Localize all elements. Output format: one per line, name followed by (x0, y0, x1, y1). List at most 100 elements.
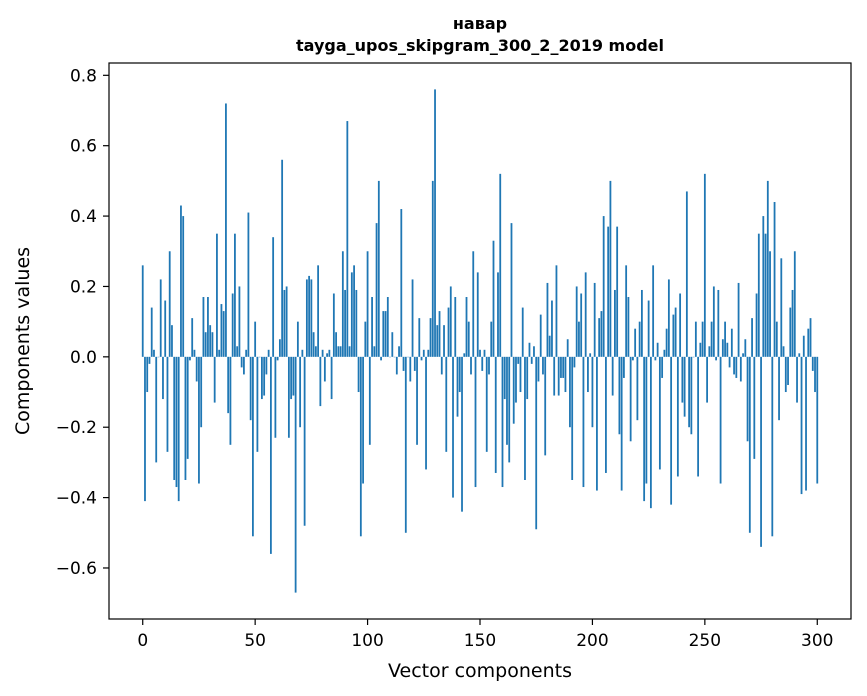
bar-92 (348, 346, 351, 357)
bar-155 (490, 321, 493, 357)
bar-191 (571, 356, 574, 480)
bar-203 (598, 318, 601, 357)
bar-189 (566, 339, 569, 357)
bar-86 (335, 332, 337, 357)
bar-247 (697, 356, 700, 477)
bar-212 (618, 356, 621, 435)
bar-176 (537, 356, 540, 382)
bar-205 (602, 216, 605, 357)
bar-167 (517, 356, 520, 364)
bar-131 (436, 325, 439, 357)
bar-271 (751, 318, 753, 357)
bar-12 (168, 251, 171, 357)
bar-90 (344, 289, 346, 357)
x-tick-label: 100 (351, 631, 383, 651)
bar-221 (638, 321, 641, 357)
bar-160 (501, 356, 504, 488)
bar-275 (760, 356, 762, 547)
y-tick-label: 0.2 (70, 277, 97, 297)
bar-140 (456, 356, 459, 417)
bar-18 (182, 216, 185, 357)
bar-76 (312, 332, 315, 357)
bar-30 (209, 325, 212, 357)
bar-71 (301, 349, 304, 357)
bar-270 (748, 356, 751, 533)
bar-65 (287, 356, 290, 438)
bar-61 (278, 339, 281, 357)
bar-5 (153, 349, 155, 357)
bar-200 (591, 356, 594, 428)
bar-116 (402, 356, 405, 371)
bar-268 (744, 339, 747, 357)
bar-57 (269, 356, 272, 554)
bar-41 (234, 233, 236, 357)
bar-253 (710, 321, 713, 357)
y-axis-ticks: −0.6 −0.4 −0.2 0.0 0.2 0.4 0.6 0.8 (56, 66, 109, 579)
y-tick-label: 0.6 (70, 137, 97, 157)
bar-199 (589, 353, 592, 357)
x-tick-label: 0 (137, 631, 148, 651)
x-tick-label: 300 (801, 631, 833, 651)
bar-290 (793, 251, 796, 357)
bar-134 (443, 325, 445, 357)
bar-178 (542, 356, 544, 375)
bar-115 (400, 209, 403, 357)
bar-264 (735, 356, 738, 378)
bar-180 (546, 282, 549, 357)
bar-36 (222, 311, 225, 357)
bar-195 (580, 293, 583, 357)
bar-127 (427, 349, 430, 357)
x-axis-ticks: 0 50 100 150 200 250 300 (137, 619, 833, 651)
bar-2 (146, 356, 149, 393)
bar-13 (171, 325, 173, 357)
bar-285 (782, 346, 785, 357)
bar-298 (811, 356, 814, 371)
bar-85 (332, 293, 335, 357)
bar-series (141, 89, 819, 593)
bar-161 (503, 356, 506, 400)
bar-188 (564, 356, 567, 393)
bar-300 (816, 356, 819, 484)
bar-60 (276, 356, 279, 361)
bar-19 (184, 356, 187, 480)
bar-153 (485, 356, 488, 452)
bar-287 (787, 356, 789, 385)
bar-89 (341, 251, 344, 357)
bar-260 (726, 342, 729, 357)
bar-130 (434, 89, 436, 357)
bar-184 (555, 265, 558, 357)
bar-128 (429, 318, 432, 357)
bar-280 (771, 356, 774, 537)
bar-254 (712, 286, 715, 357)
y-tick-label: −0.4 (56, 489, 97, 509)
bar-294 (802, 335, 805, 357)
bar-108 (384, 311, 387, 357)
bar-141 (458, 356, 461, 393)
bar-262 (730, 328, 733, 357)
bar-237 (674, 307, 677, 357)
bar-230 (658, 356, 661, 470)
bar-175 (535, 356, 538, 530)
bar-99 (364, 321, 367, 357)
bar-24 (195, 356, 198, 382)
bar-172 (528, 342, 531, 357)
bar-143 (463, 353, 466, 357)
chart-title: навар (453, 14, 507, 33)
bar-263 (733, 356, 735, 375)
bar-277 (764, 233, 767, 357)
bar-239 (679, 293, 682, 357)
bar-136 (447, 307, 450, 357)
bar-11 (166, 356, 169, 452)
bar-171 (526, 356, 529, 400)
bar-157 (494, 356, 497, 473)
bar-103 (373, 346, 376, 357)
bar-40 (231, 293, 234, 357)
bar-88 (339, 346, 342, 357)
x-axis-label: Vector components (388, 660, 572, 682)
bar-51 (256, 356, 259, 452)
bar-207 (607, 226, 610, 357)
bar-197 (584, 272, 587, 357)
bar-152 (483, 349, 486, 357)
plot-frame (108, 62, 852, 620)
bar-20 (186, 356, 189, 459)
